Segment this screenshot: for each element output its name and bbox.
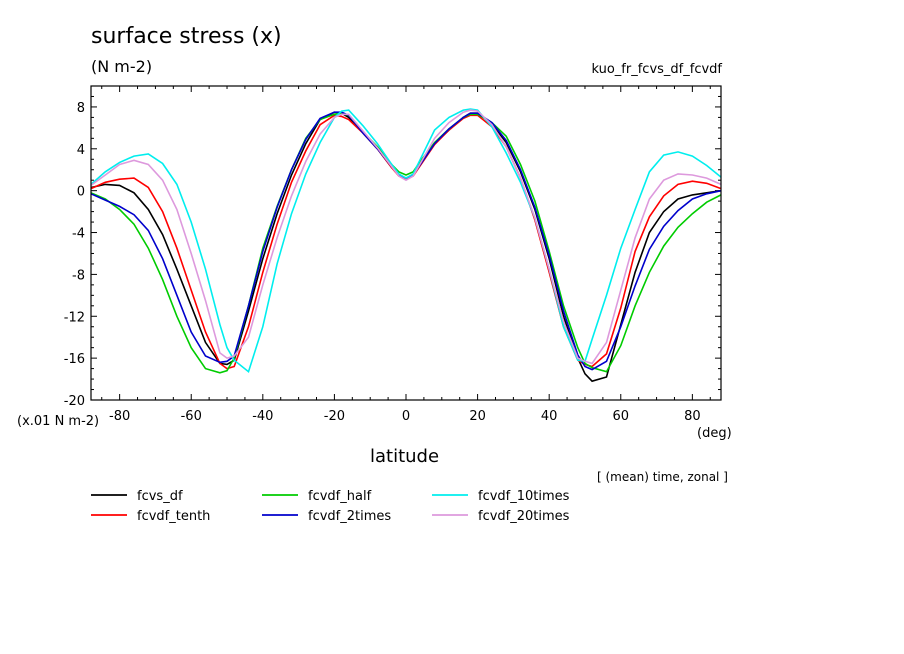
averaging-note: [ (mean) time, zonal ] (597, 470, 728, 484)
series-line-fcvs-df (90, 111, 722, 383)
y-tick-label: 0 (77, 185, 85, 200)
x-tick-label: 60 (612, 409, 629, 424)
plot-frame (90, 85, 722, 401)
legend: fcvs_df fcvdf_tenth fcvdf_half fcvdf_2times… (91, 489, 570, 524)
series-line-fcvdf-10times (90, 108, 722, 374)
y-tick-label: -8 (72, 268, 85, 283)
x-tick-label: 20 (469, 409, 486, 424)
legend-label-fcvs-df: fcvs_df (137, 489, 183, 504)
y-tick-label: -20 (64, 394, 85, 409)
series-line-fcvdf-20times (90, 109, 722, 365)
legend-label-fcvdf-2times: fcvdf_2times (308, 509, 391, 524)
legend-label-fcvdf-20times: fcvdf_20times (478, 509, 570, 524)
x-unit-label: (deg) (697, 426, 732, 441)
legend-label-fcvdf-10times: fcvdf_10times (478, 489, 570, 504)
legend-label-fcvdf-tenth: fcvdf_tenth (137, 509, 210, 524)
axis-ticks: 840-4-8-12-16-20-80 -60 -40 -20 0 20 40 60 80 (64, 85, 721, 424)
x-tick-label: -60 (181, 409, 202, 424)
y-tick-label: -4 (72, 227, 85, 242)
x-axis-label: latitude (370, 446, 440, 467)
y-tick-label: -12 (64, 310, 85, 325)
x-tick-label: 0 (402, 409, 410, 424)
series-line-fcvdf-half (90, 112, 722, 374)
chart-title: surface stress (x) (91, 24, 282, 49)
x-tick-label: -80 (109, 409, 130, 424)
x-tick-label: 40 (541, 409, 558, 424)
legend-label-fcvdf-half: fcvdf_half (308, 489, 372, 504)
y-tick-label: 8 (77, 101, 85, 116)
x-tick-label: 80 (684, 409, 701, 424)
y-scale-label: (x.01 N m-2) (17, 414, 100, 429)
chart-units: (N m-2) (91, 57, 153, 76)
series-layer (90, 108, 722, 383)
y-tick-label: 4 (77, 143, 85, 158)
x-tick-label: -20 (324, 409, 345, 424)
experiment-label: kuo_fr_fcvs_df_fcvdf (591, 62, 722, 77)
x-tick-label: -40 (252, 409, 273, 424)
series-line-fcvdf-tenth (90, 114, 722, 370)
y-tick-label: -16 (64, 352, 85, 367)
